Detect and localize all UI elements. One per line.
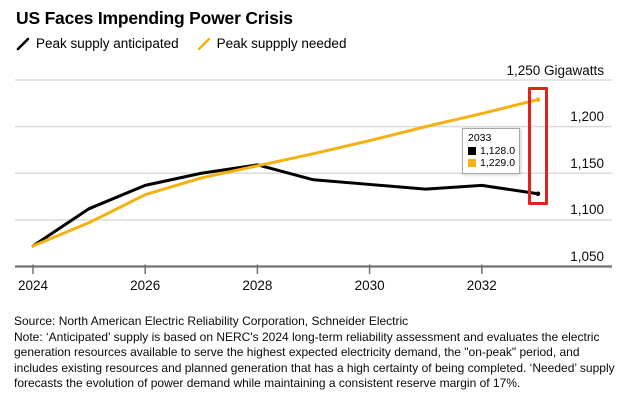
y-axis-label: 1,050	[570, 249, 604, 264]
chart-legend: Peak supply anticipated Peak suppply need…	[16, 36, 346, 51]
tooltip-title: 2033	[468, 132, 492, 144]
series-line	[31, 163, 540, 248]
tooltip-value: 1,229.0	[480, 157, 516, 169]
chart-title: US Faces Impending Power Crisis	[16, 8, 293, 28]
tooltip-value: 1,128.0	[480, 145, 516, 157]
legend-label: Peak suppply needed	[216, 36, 347, 51]
legend-label: Peak supply anticipated	[36, 36, 179, 51]
x-axis-label: 2026	[130, 278, 161, 293]
tooltip-row: 1,229.0	[468, 157, 516, 169]
x-axis-label: 2030	[354, 278, 385, 293]
tooltip: 2033 1,128.0 1,229.0	[462, 128, 520, 174]
source-text: Source: North American Electric Reliabil…	[14, 314, 409, 328]
tooltip-rows: 1,128.0 1,229.0	[468, 145, 516, 169]
tooltip-swatch	[468, 159, 476, 167]
y-axis-label: 1,250 Gigawatts	[506, 62, 604, 78]
x-axis-label: 2028	[242, 278, 273, 293]
line-chart-plot-area[interactable]	[0, 0, 624, 310]
y-axis-label: 1,150	[570, 155, 604, 171]
series-endpoint	[535, 191, 541, 197]
legend-slash-icon	[16, 37, 30, 50]
y-axis-label: 1,200	[570, 109, 604, 125]
y-axis-label: 1,100	[570, 202, 604, 218]
legend-item: Peak suppply needed	[197, 36, 347, 51]
series-endpoint	[535, 97, 541, 102]
note-text: Note: ‘Anticipated’ supply is based on N…	[14, 329, 615, 391]
footer: Source: North American Electric Reliabil…	[14, 314, 616, 392]
highlight-rectangle	[528, 87, 548, 205]
legend-slash-icon	[197, 37, 210, 50]
tooltip-row: 1,128.0	[468, 145, 516, 157]
x-axis-label: 2032	[466, 278, 497, 293]
series-line	[31, 98, 540, 248]
legend-item: Peak supply anticipated	[16, 36, 179, 51]
x-axis-label: 2024	[17, 278, 49, 293]
tooltip-swatch	[468, 147, 476, 155]
